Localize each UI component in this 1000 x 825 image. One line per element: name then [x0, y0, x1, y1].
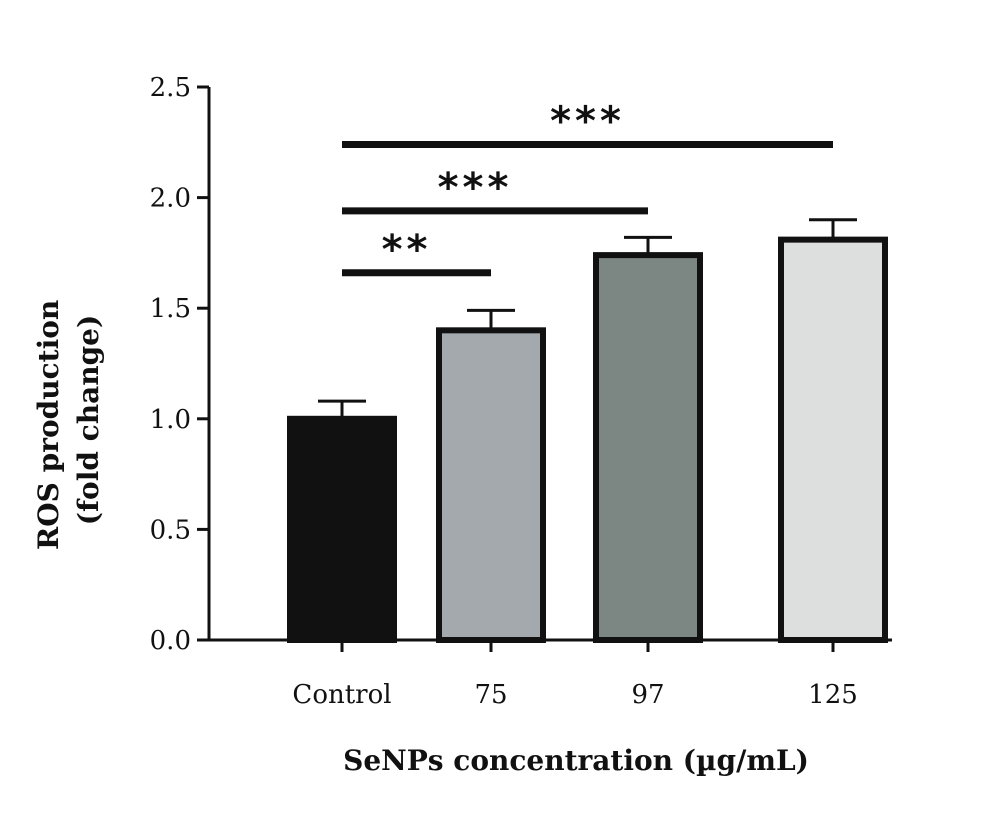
bar [436, 327, 546, 643]
y-tick-label: 0.0 [150, 626, 191, 656]
y-tick-label: 0.5 [150, 515, 191, 545]
x-axis-title: SeNPs concentration (µg/mL) [343, 744, 809, 777]
y-tick-label: 1.5 [150, 294, 191, 324]
x-tick-label: 75 [474, 680, 507, 710]
x-tick-label: 97 [631, 680, 664, 710]
bar [778, 236, 888, 644]
significance-label: ** [382, 227, 432, 273]
x-tick-label: Control [292, 680, 391, 710]
bar [593, 252, 703, 643]
x-axis: Control 75 97 125 [209, 638, 892, 710]
significance-brackets: ******** [342, 99, 833, 277]
bars [287, 218, 888, 644]
y-tick-label: 2.5 [150, 73, 191, 103]
y-axis-title-line2: (fold change) [72, 315, 105, 525]
y-tick-label: 1.0 [150, 405, 191, 435]
bar [287, 415, 397, 643]
y-axis-title-line1: ROS production [32, 300, 65, 550]
y-tick-label: 2.0 [150, 184, 191, 214]
y-axis-title: ROS production (fold change) [32, 290, 105, 550]
x-tick-label: 125 [808, 680, 858, 710]
y-axis: 0.0 0.5 1.0 1.5 2.0 2.5 [150, 73, 211, 656]
significance-label: *** [550, 99, 625, 145]
significance-label: *** [438, 165, 513, 211]
